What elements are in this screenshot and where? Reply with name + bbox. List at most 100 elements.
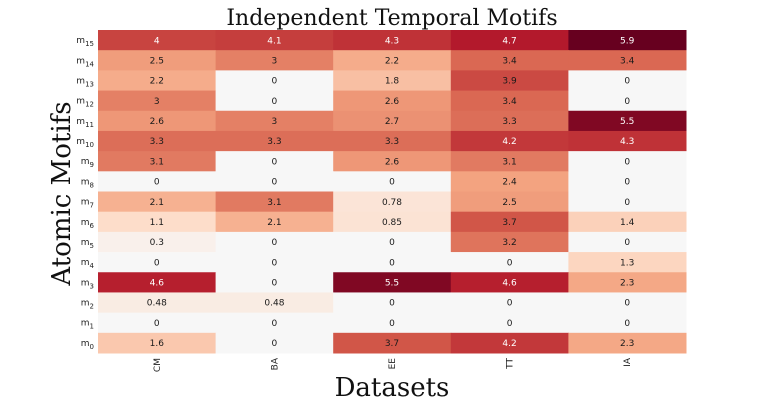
cell-value-label: 3	[272, 56, 278, 66]
heatmap-cell	[568, 70, 687, 92]
heatmap-cell	[215, 272, 334, 293]
cell-value-label: 0	[624, 198, 630, 208]
cell-value-label: 0	[272, 258, 278, 268]
cell-value-label: 4.2	[502, 137, 516, 147]
cell-value-label: 0	[154, 319, 160, 329]
cell-value-label: 3	[154, 97, 160, 107]
cell-value-label: 0	[507, 319, 513, 329]
cell-value-label: 0.48	[147, 299, 167, 309]
heatmap-cell	[98, 332, 217, 354]
heatmap-cell	[215, 292, 334, 314]
heatmap-cell	[215, 191, 334, 213]
heatmap-cell	[568, 151, 687, 172]
cell-value-label: 3.4	[502, 97, 517, 107]
cell-value-label: 3	[272, 117, 278, 127]
x-tick-label: EE	[388, 358, 398, 370]
cell-value-label: 4.2	[502, 339, 516, 349]
x-tick-label: IA	[623, 357, 633, 367]
heatmap-cell	[98, 292, 217, 314]
cell-value-label: 4.3	[385, 36, 399, 46]
y-tick-label: m11	[76, 117, 94, 129]
heatmap-cell	[333, 171, 452, 192]
heatmap-cell	[333, 231, 452, 253]
cell-value-label: 0	[507, 258, 513, 268]
cell-value-label: 0	[624, 299, 630, 309]
cell-value-label: 0	[389, 258, 395, 268]
cell-value-label: 0	[389, 178, 395, 188]
cell-value-label: 3.3	[502, 117, 516, 127]
x-tick-label: CM	[153, 358, 163, 372]
cell-value-label: 3.1	[502, 157, 516, 167]
heatmap-cell	[333, 70, 452, 92]
cell-value-label: 1.4	[620, 218, 635, 228]
y-tick-label: m10	[76, 137, 94, 149]
cell-value-label: 0.48	[264, 299, 284, 309]
y-axis-label: Atomic Motifs	[47, 101, 77, 286]
heatmap-cell	[215, 171, 334, 192]
cell-value-label: 2.7	[385, 117, 399, 127]
heatmap-cell	[98, 30, 217, 51]
heatmap-cell	[98, 312, 217, 334]
heatmap-cell	[98, 171, 217, 192]
heatmap-cell	[333, 90, 452, 112]
heatmap-cell	[450, 231, 569, 253]
cell-value-label: 1.6	[150, 339, 165, 349]
cell-value-label: 3.3	[385, 137, 399, 147]
heatmap-cell	[98, 50, 217, 71]
cell-value-label: 0	[154, 258, 160, 268]
cell-value-label: 0	[272, 97, 278, 107]
cell-value-label: 2.3	[620, 279, 634, 289]
heatmap-cell	[98, 211, 217, 233]
cell-value-label: 3.4	[502, 56, 517, 66]
heatmap-cell	[568, 272, 687, 293]
cell-value-label: 2.4	[502, 178, 517, 188]
cell-value-label: 3.1	[150, 157, 164, 167]
heatmap-cell	[333, 292, 452, 314]
cell-value-label: 0.78	[382, 198, 402, 208]
cell-value-label: 2.1	[150, 198, 164, 208]
heatmap-cells: 4 4.1 4.3 4.7 5.9 2.5 3 2.2 3.4 3.4 2.2 0 1.8 3.9 0 3 0 2…	[98, 30, 687, 354]
heatmap-cell	[450, 30, 569, 51]
cell-value-label: 0	[272, 77, 278, 87]
cell-value-label: 0	[272, 178, 278, 188]
cell-value-label: 0	[507, 299, 513, 309]
cell-value-label: 3.1	[267, 198, 281, 208]
heatmap-cell	[450, 252, 569, 273]
cell-value-label: 0	[272, 157, 278, 167]
cell-value-label: 4.1	[267, 36, 281, 46]
heatmap-cell	[333, 312, 452, 334]
cell-value-label: 3.4	[620, 56, 635, 66]
heatmap-cell	[450, 211, 569, 233]
heatmap-cell	[333, 110, 452, 132]
heatmap-cell	[450, 332, 569, 354]
heatmap-cell	[333, 30, 452, 51]
heatmap-cell	[98, 252, 217, 273]
heatmap-cell	[568, 130, 687, 152]
y-tick-label: m14	[76, 56, 94, 68]
heatmap-cell	[450, 130, 569, 152]
y-tick-labels: m15 m14 m13 m12 m11 m10 m9 m8 m7 m6 m5 m4 m3 m2 m1 m0	[76, 36, 94, 351]
heatmap-cell	[333, 151, 452, 172]
heatmap-cell	[333, 272, 452, 293]
cell-value-label: 5.9	[620, 36, 635, 46]
y-tick-label: m12	[76, 97, 94, 109]
cell-value-label: 1.3	[620, 258, 634, 268]
heatmap-cell	[98, 90, 217, 112]
cell-value-label: 2.6	[385, 97, 400, 107]
cell-value-label: 2.2	[385, 56, 399, 66]
cell-value-label: 3.3	[150, 137, 164, 147]
heatmap-cell	[333, 332, 452, 354]
cell-value-label: 3.3	[267, 137, 281, 147]
cell-value-label: 0.85	[382, 218, 402, 228]
heatmap-cell	[568, 312, 687, 334]
heatmap-cell	[98, 191, 217, 213]
cell-value-label: 4.3	[620, 137, 634, 147]
y-tick-label: m6	[81, 218, 95, 230]
heatmap-cell	[98, 110, 217, 132]
heatmap-cell	[98, 130, 217, 152]
cell-value-label: 0	[624, 157, 630, 167]
cell-value-label: 0	[624, 319, 630, 329]
heatmap-cell	[215, 332, 334, 354]
cell-value-label: 5.5	[620, 117, 634, 127]
